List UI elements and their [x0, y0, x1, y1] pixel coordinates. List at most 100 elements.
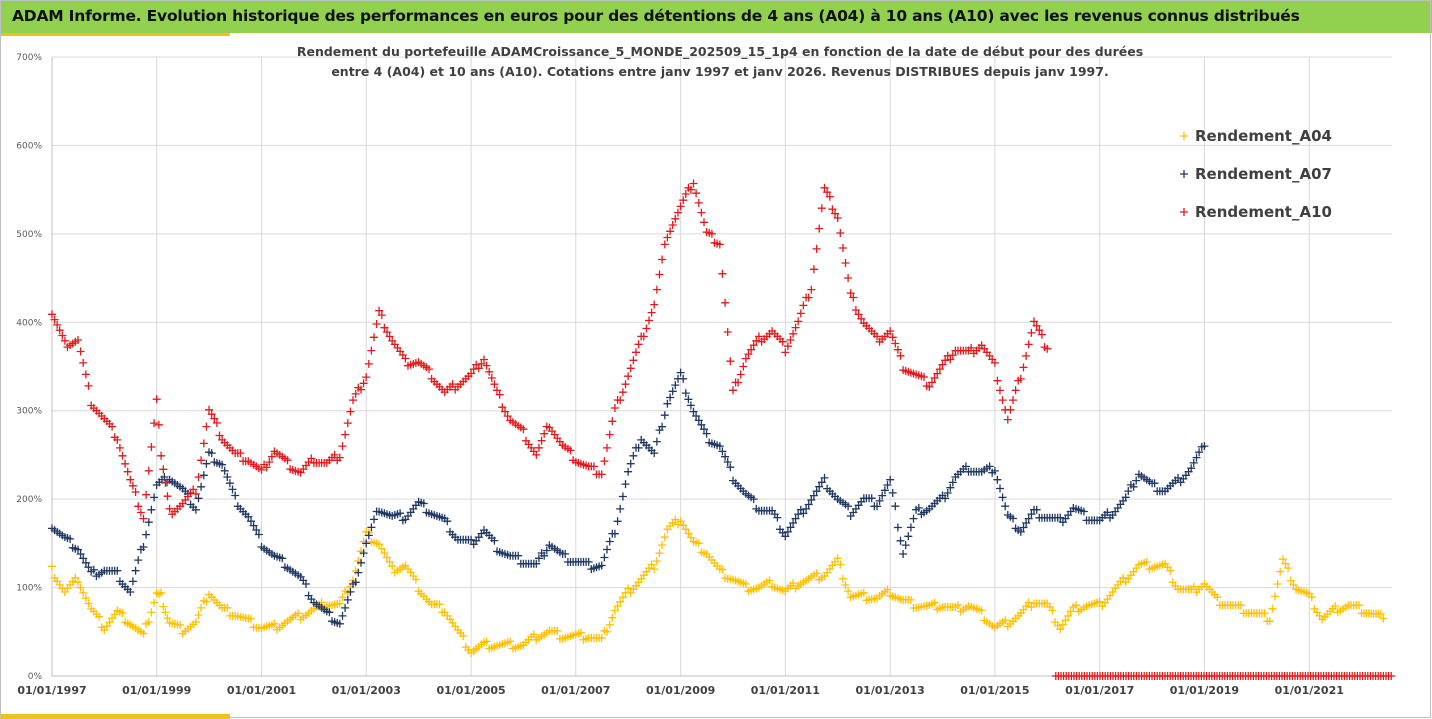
data-point — [812, 244, 821, 253]
data-point — [676, 368, 685, 377]
data-point — [343, 595, 352, 604]
scatter-chart: 0% 100% 200% 300% 400% 500% 600% 700% 01/01/1997… — [16, 44, 1396, 697]
series-Rendement_A10 — [48, 179, 1396, 680]
data-point — [933, 369, 942, 378]
data-point — [154, 420, 163, 429]
data-point — [694, 539, 703, 548]
data-point — [985, 462, 994, 471]
data-point — [647, 308, 656, 317]
data-point — [357, 558, 365, 567]
data-point — [354, 568, 363, 577]
data-point — [165, 504, 174, 513]
data-point — [1174, 473, 1182, 482]
data-point — [820, 473, 829, 482]
data-point — [613, 517, 622, 526]
data-point — [1037, 330, 1046, 339]
data-point — [115, 443, 124, 452]
data-point — [597, 470, 606, 479]
data-point — [618, 388, 627, 397]
data-point — [147, 608, 156, 617]
data-point — [128, 577, 137, 586]
data-point — [79, 358, 88, 367]
data-point — [1166, 566, 1175, 575]
data-point — [199, 439, 208, 448]
data-point — [1355, 601, 1363, 610]
data-point — [247, 517, 255, 526]
data-point — [1307, 593, 1316, 602]
data-point — [79, 588, 88, 597]
data-point — [71, 573, 80, 582]
data-point — [343, 419, 352, 428]
data-point — [629, 451, 638, 460]
data-point — [689, 407, 698, 416]
data-point — [84, 563, 93, 572]
data-point — [741, 354, 750, 363]
data-point — [1281, 559, 1290, 568]
data-point — [228, 485, 237, 494]
data-point — [335, 599, 344, 608]
data-point — [150, 493, 159, 502]
data-point — [639, 332, 648, 341]
data-point — [1189, 458, 1198, 467]
legend-label: Rendement_A07 — [1195, 165, 1332, 183]
data-point — [396, 509, 405, 518]
data-point — [150, 598, 159, 607]
data-point — [540, 551, 549, 560]
data-point — [941, 494, 950, 503]
data-point — [888, 488, 897, 497]
data-point — [66, 534, 75, 543]
title-banner: ADAM Informe. Evolution historique des p… — [0, 0, 1432, 33]
data-point — [207, 449, 216, 458]
data-point — [660, 240, 669, 249]
data-point — [671, 515, 680, 524]
data-point — [1289, 581, 1298, 589]
chart-subtitle-line-2: entre 4 (A04) et 10 ans (A10). Cotations… — [331, 64, 1108, 79]
data-point — [1016, 374, 1025, 383]
data-point — [1022, 519, 1031, 527]
data-point — [576, 628, 585, 637]
data-point — [666, 227, 675, 236]
data-point — [1121, 493, 1130, 502]
data-point — [377, 544, 386, 553]
data-point — [469, 365, 478, 374]
data-point — [650, 565, 659, 574]
data-point — [671, 214, 680, 223]
data-point — [718, 269, 727, 278]
data-point — [948, 351, 957, 360]
data-point — [694, 198, 703, 207]
data-point — [139, 514, 148, 523]
data-point — [668, 221, 677, 229]
data-point — [781, 532, 790, 541]
data-point — [307, 454, 316, 463]
data-point — [786, 523, 795, 532]
data-point — [804, 293, 813, 302]
data-point — [906, 595, 915, 604]
data-point — [377, 311, 386, 320]
data-point — [946, 483, 955, 492]
data-point — [584, 557, 593, 566]
data-point — [796, 309, 805, 318]
data-point — [920, 373, 928, 381]
data-point — [773, 513, 782, 522]
data-point — [128, 481, 137, 490]
data-point — [658, 422, 667, 431]
data-point — [81, 558, 90, 567]
data-point — [362, 373, 371, 382]
data-point — [501, 407, 509, 416]
data-point — [1387, 672, 1396, 680]
data-point — [249, 521, 258, 530]
data-point — [632, 348, 640, 357]
data-point — [1003, 415, 1012, 424]
report-title: ADAM Informe. Evolution historique des p… — [12, 7, 1300, 25]
data-point — [739, 362, 748, 371]
data-point — [191, 618, 200, 626]
data-point — [804, 500, 813, 509]
x-tick-label: 01/01/2003 — [332, 684, 401, 697]
data-point — [1376, 609, 1385, 618]
data-point — [338, 611, 347, 620]
data-point — [838, 244, 847, 252]
data-point — [616, 504, 625, 513]
data-point — [786, 336, 795, 344]
data-point — [689, 179, 698, 188]
data-point — [1265, 617, 1274, 626]
